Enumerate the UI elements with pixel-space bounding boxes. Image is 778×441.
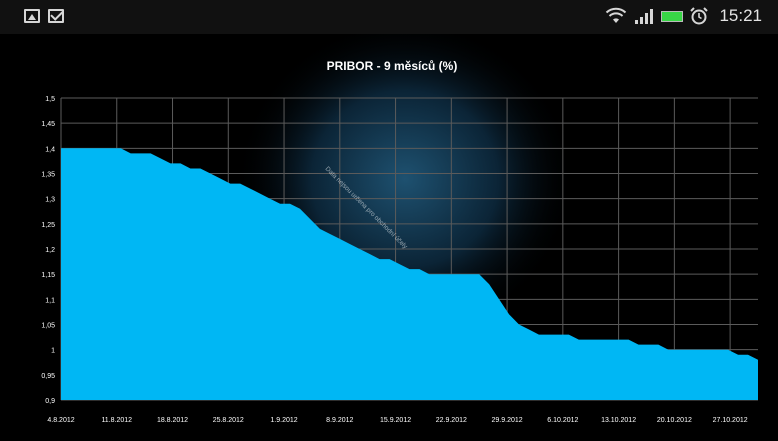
x-tick-label: 4.8.2012 bbox=[47, 417, 74, 424]
x-tick-label: 27.10.2012 bbox=[713, 417, 748, 424]
y-tick-label: 1,25 bbox=[41, 222, 55, 229]
chart-title: PRIBOR - 9 měsíců (%) bbox=[327, 59, 458, 73]
x-tick-label: 29.9.2012 bbox=[492, 417, 523, 424]
y-tick-label: 1,5 bbox=[45, 96, 55, 103]
signal-icon bbox=[635, 9, 654, 24]
mail-icon bbox=[48, 9, 64, 23]
x-tick-label: 15.9.2012 bbox=[380, 417, 411, 424]
clock-time: 15:21 bbox=[719, 6, 762, 25]
y-tick-label: 1,2 bbox=[45, 247, 55, 254]
x-tick-label: 6.10.2012 bbox=[547, 417, 578, 424]
alarm-icon bbox=[690, 7, 709, 25]
y-tick-label: 1,3 bbox=[45, 197, 55, 204]
x-tick-label: 1.9.2012 bbox=[270, 417, 297, 424]
picture-icon bbox=[24, 9, 40, 23]
x-tick-label: 22.9.2012 bbox=[436, 417, 467, 424]
pribor-chart: PRIBOR - 9 měsíců (%) 0,9 0,95 1 1,05 1,1 1,1… bbox=[0, 19, 778, 437]
y-tick-label: 0,95 bbox=[41, 373, 55, 380]
y-tick-label: 1,45 bbox=[41, 121, 55, 128]
x-tick-label: 20.10.2012 bbox=[657, 417, 692, 424]
y-tick-label: 1,05 bbox=[41, 323, 55, 330]
x-tick-label: 25.8.2012 bbox=[213, 417, 244, 424]
y-tick-label: 1 bbox=[51, 348, 55, 355]
y-tick-label: 1,15 bbox=[41, 272, 55, 279]
y-tick-label: 1,4 bbox=[45, 146, 55, 153]
wifi-icon bbox=[606, 7, 627, 23]
x-tick-label: 11.8.2012 bbox=[101, 417, 132, 424]
y-tick-label: 0,9 bbox=[45, 398, 55, 405]
battery-icon bbox=[661, 10, 684, 22]
y-tick-label: 1,1 bbox=[45, 297, 55, 304]
y-tick-label: 1,35 bbox=[41, 172, 55, 179]
x-tick-label: 8.9.2012 bbox=[326, 417, 353, 424]
x-tick-label: 18.8.2012 bbox=[157, 417, 188, 424]
chart-area: PRIBOR - 9 měsíců (%) 0,9 0,95 1 1,05 1,1 1,1… bbox=[0, 19, 778, 437]
status-bar: 15:21 bbox=[0, 0, 778, 35]
data-area-series bbox=[61, 148, 758, 400]
x-tick-label: 13.10.2012 bbox=[601, 417, 636, 424]
